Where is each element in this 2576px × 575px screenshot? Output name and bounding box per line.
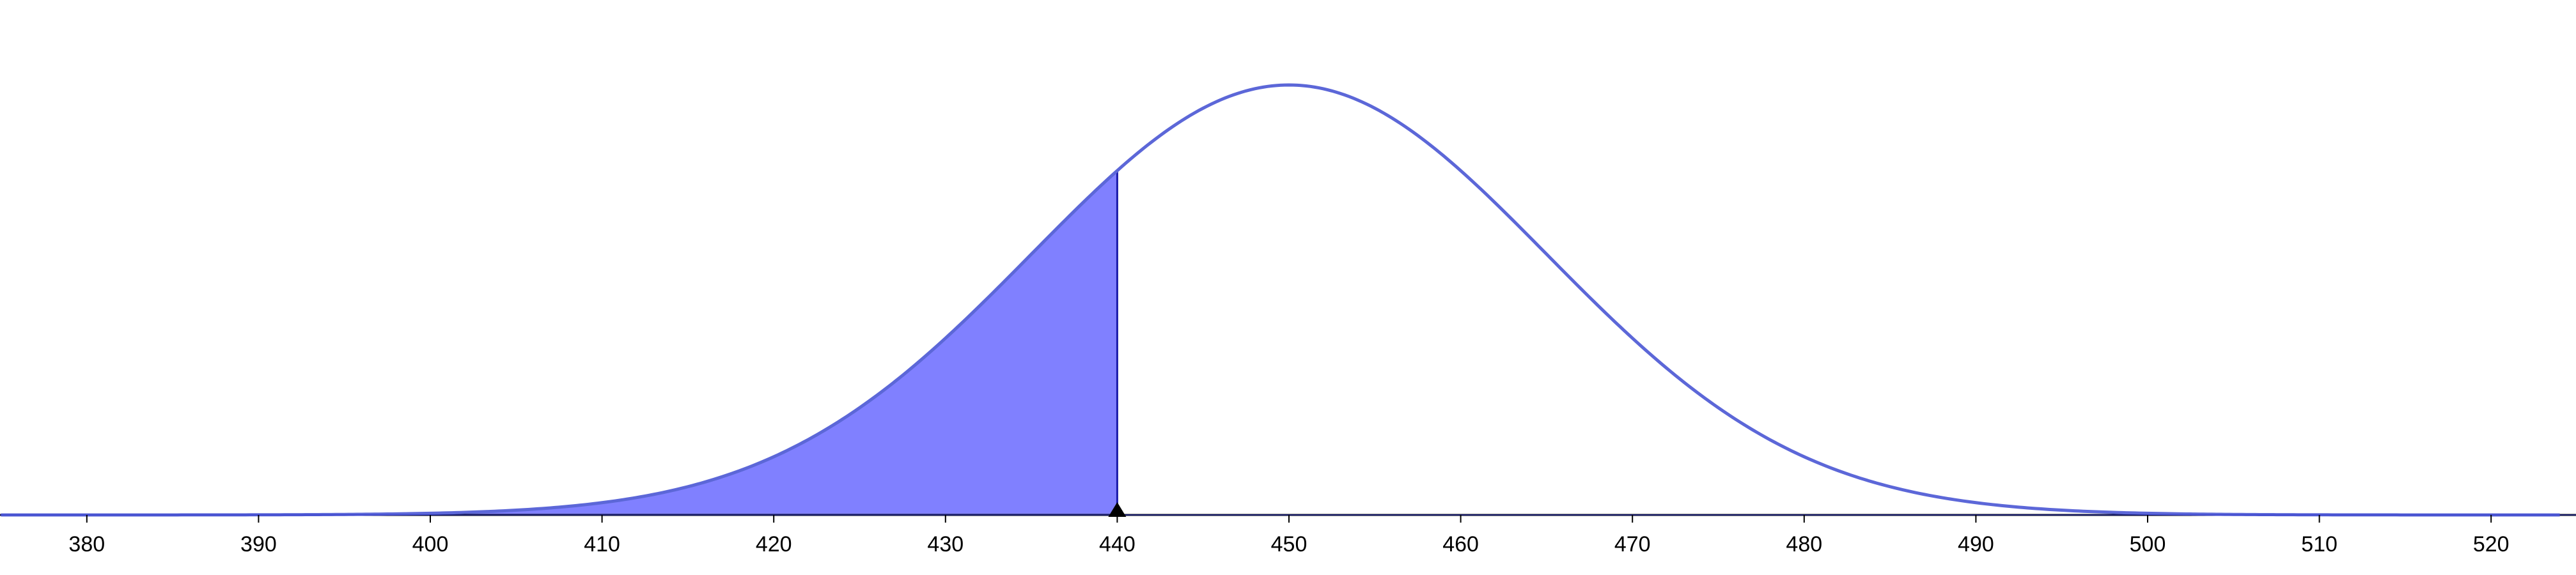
shaded-area-layer bbox=[1, 168, 1118, 516]
x-tick-label-510: 510 bbox=[2301, 532, 2338, 556]
x-marker-triangle[interactable] bbox=[1108, 502, 1127, 517]
x-tick-label-520: 520 bbox=[2473, 532, 2510, 556]
x-tick-label-470: 470 bbox=[1614, 532, 1651, 556]
x-tick-label-440: 440 bbox=[1099, 532, 1136, 556]
density-curve bbox=[1, 83, 2560, 517]
marker-layer bbox=[1108, 502, 1127, 517]
x-tick-label-450: 450 bbox=[1271, 532, 1308, 556]
density-curve-layer bbox=[0, 83, 2576, 517]
x-tick-label-390: 390 bbox=[240, 532, 277, 556]
x-tick-label-430: 430 bbox=[927, 532, 964, 556]
x-tick-label-500: 500 bbox=[2130, 532, 2166, 556]
x-tick-label-410: 410 bbox=[584, 532, 620, 556]
x-tick-label-490: 490 bbox=[1958, 532, 1994, 556]
x-tick-label-460: 460 bbox=[1442, 532, 1479, 556]
shaded-area bbox=[1, 168, 1118, 516]
x-tick-label-480: 480 bbox=[1786, 532, 1822, 556]
x-tick-label-380: 380 bbox=[68, 532, 105, 556]
x-tick-label-400: 400 bbox=[412, 532, 449, 556]
x-tick-label-420: 420 bbox=[756, 532, 792, 556]
x-axis-ticks: 380 390 400 410 420 430 440 450 460 470 480 490 500 5… bbox=[68, 515, 2510, 556]
